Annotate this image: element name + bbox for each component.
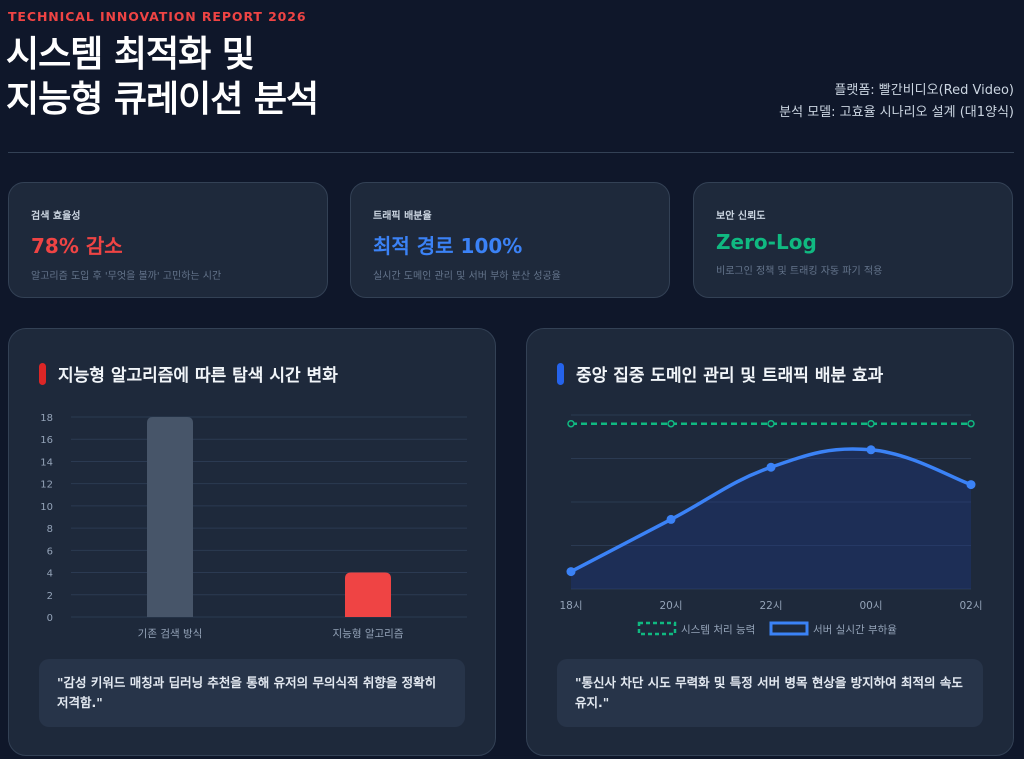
- series-area: [571, 448, 971, 589]
- stat-card-security: 보안 신뢰도 Zero-Log 비로그인 정책 및 트래킹 자동 파기 적용: [693, 182, 1013, 298]
- data-point: [867, 419, 875, 428]
- legend-swatch: [769, 621, 809, 636]
- report-eyebrow: TECHNICAL INNOVATION REPORT 2026: [8, 9, 307, 24]
- panel-traffic: 중앙 집중 도메인 관리 및 트래픽 배분 효과 18시 20시 22시 00시 02시…: [526, 328, 1014, 756]
- y-tick-label: 14: [40, 457, 53, 468]
- x-tick-label: 18시: [559, 600, 582, 612]
- x-tick-label: 기존 검색 방식: [138, 628, 203, 640]
- data-point: [566, 567, 576, 577]
- panel-title-text: 중앙 집중 도메인 관리 및 트래픽 배분 효과: [576, 366, 884, 386]
- stat-card-traffic: 트래픽 배분율 최적 경로 100% 실시간 도메인 관리 및 서버 부하 분산…: [350, 182, 670, 298]
- bar: [345, 572, 391, 617]
- y-tick-label: 12: [40, 480, 53, 491]
- x-tick-label: 20시: [659, 600, 682, 612]
- panel-title-text: 지능형 알고리즘에 따른 탐색 시간 변화: [58, 366, 338, 386]
- panel-quote: "통신사 차단 시도 무력화 및 특정 서버 병목 현상을 방지하여 최적의 속…: [557, 659, 983, 727]
- platform-text: 플랫폼: 빨간비디오(Red Video): [834, 83, 1014, 98]
- legend-label: 시스템 처리 능력: [681, 624, 755, 636]
- bar: [147, 417, 193, 617]
- panel-title: 중앙 집중 도메인 관리 및 트래픽 배분 효과: [557, 361, 883, 386]
- stat-label: 보안 신뢰도: [716, 211, 766, 222]
- x-tick-label: 22시: [759, 600, 782, 612]
- model-text: 분석 모델: 고효율 시나리오 설계 (대1양식): [779, 105, 1014, 120]
- stat-label: 검색 효율성: [31, 211, 81, 222]
- y-tick-label: 18: [40, 413, 53, 424]
- y-tick-label: 8: [47, 524, 53, 535]
- data-point: [667, 419, 675, 428]
- data-point: [666, 514, 676, 524]
- data-point: [567, 419, 575, 428]
- stat-label: 트래픽 배분율: [373, 211, 432, 222]
- stat-value: 최적 경로 100%: [373, 234, 523, 258]
- legend-swatch: [637, 621, 677, 636]
- bar-chart: 0 2 4 6 8 10 12 14 16 18 기존 검색 방식 지능형 알고리즘: [40, 413, 467, 640]
- report-meta: 플랫폼: 빨간비디오(Red Video) 분석 모델: 고효율 시나리오 설계…: [779, 80, 1014, 124]
- data-point: [967, 419, 975, 428]
- y-tick-label: 4: [47, 569, 53, 580]
- page-title-line1: 시스템 최적화 및: [6, 34, 255, 75]
- x-tick-label: 02시: [959, 600, 982, 612]
- panel-search-time: 지능형 알고리즘에 따른 탐색 시간 변화 0 2 4 6 8 10 12 14 16 18 기존 …: [8, 328, 496, 756]
- accent-bar: [39, 362, 46, 385]
- stat-desc: 실시간 도메인 관리 및 서버 부하 분산 성공율: [373, 271, 561, 282]
- y-tick-label: 2: [47, 591, 53, 602]
- y-tick-label: 10: [40, 502, 53, 513]
- x-tick-label: 00시: [859, 600, 882, 612]
- page-title-line2: 지능형 큐레이션 분석: [6, 79, 319, 120]
- data-point: [966, 480, 976, 490]
- stat-card-search: 검색 효율성 78% 감소 알고리즘 도입 후 '무엇을 볼까' 고민하는 시간: [8, 182, 328, 298]
- stat-value: 78% 감소: [31, 234, 123, 258]
- data-point: [767, 419, 775, 428]
- x-tick-label: 지능형 알고리즘: [333, 628, 404, 640]
- accent-bar: [557, 362, 564, 385]
- stat-desc: 알고리즘 도입 후 '무엇을 볼까' 고민하는 시간: [31, 271, 222, 282]
- page-title: 시스템 최적화 및 지능형 큐레이션 분석: [6, 32, 319, 122]
- data-point: [866, 445, 876, 455]
- y-tick-label: 6: [47, 546, 53, 557]
- y-tick-label: 16: [40, 435, 53, 446]
- panel-title: 지능형 알고리즘에 따른 탐색 시간 변화: [39, 361, 338, 386]
- stat-desc: 비로그인 정책 및 트래킹 자동 파기 적용: [716, 266, 883, 277]
- legend-label: 서버 실시간 부하율: [813, 623, 897, 636]
- stat-value: Zero-Log: [716, 230, 817, 254]
- header-divider: [8, 152, 1014, 153]
- y-tick-label: 0: [47, 613, 53, 624]
- data-point: [766, 462, 776, 472]
- panel-quote: "감성 키워드 매칭과 딥러닝 추천을 통해 유저의 무의식적 취향을 정확히 …: [39, 659, 465, 727]
